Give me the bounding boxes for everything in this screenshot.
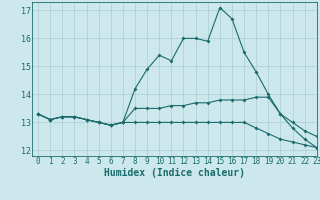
X-axis label: Humidex (Indice chaleur): Humidex (Indice chaleur) bbox=[104, 168, 245, 178]
